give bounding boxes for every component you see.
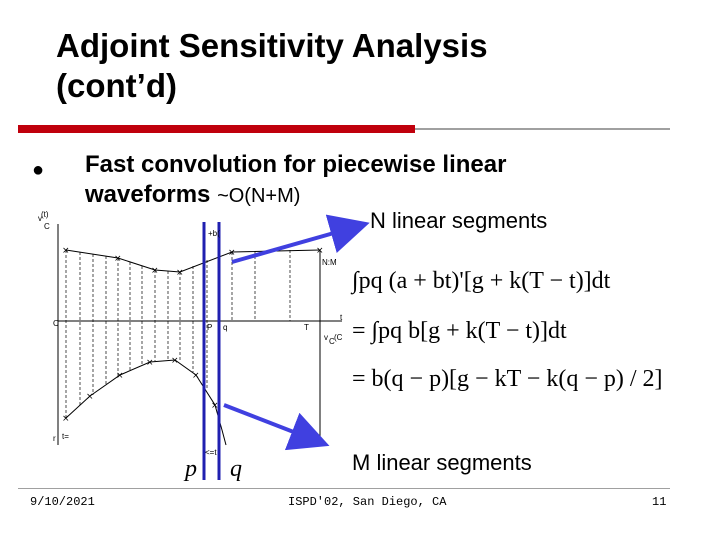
svg-text:×: × (192, 371, 200, 381)
arrow-n-segments (231, 214, 370, 264)
footer-rule (18, 488, 670, 489)
t-axis-label: T (304, 323, 309, 332)
sample-lines (65, 250, 291, 418)
vc-top-label: v(t) (38, 210, 49, 223)
p-label: p (185, 456, 197, 482)
m-segments-label: M linear segments (352, 450, 532, 475)
vc-bottom-label: v (324, 333, 328, 342)
bullet-text: Fast convolution for piecewise linear wa… (85, 150, 645, 211)
lower-left-label-2: t= (62, 432, 69, 441)
vc-bottom-subscript: C (329, 337, 335, 346)
footer-date: 9/10/2021 (30, 495, 95, 509)
arrow-m-segments (223, 403, 330, 451)
bottom-waveform (65, 359, 227, 446)
n-segments-label: N linear segments (370, 208, 548, 233)
footer-page-number: 11 (652, 495, 667, 509)
bottom-marker: <=t (205, 448, 217, 457)
point-markers: × × × × × × × × × × × × × (62, 246, 324, 424)
svg-text:×: × (114, 254, 122, 264)
title-line-2: (cont’d) (56, 67, 177, 104)
svg-text:×: × (146, 358, 154, 368)
svg-text:×: × (211, 401, 219, 411)
equation-line-1: ∫pq (a + bt)'[g + k(T − t)]dt (352, 268, 611, 294)
footer-venue: ISPD'02, San Diego, CA (288, 495, 447, 509)
bullet-marker: ● (32, 159, 45, 181)
slide-title: Adjoint Sensitivity Analysis (cont’d) (56, 26, 676, 106)
svg-text:×: × (228, 248, 236, 258)
p-axis-label: P (207, 323, 212, 332)
complexity-label: ~O(N+M) (217, 185, 301, 207)
q-axis-label: q (223, 323, 227, 332)
top-waveform (65, 249, 321, 273)
b-marker: +b( (208, 229, 220, 238)
vc-bottom-arg: (C (334, 333, 343, 342)
title-line-1: Adjoint Sensitivity Analysis (56, 27, 488, 64)
equation-line-2: = ∫pq b[g + k(T − t)]dt (352, 318, 567, 344)
svg-text:×: × (86, 392, 94, 402)
equation-line-3: = b(q − p)[g − kT − k(q − p) / 2] (352, 366, 663, 392)
svg-text:×: × (171, 356, 179, 366)
origin-label: C (53, 319, 59, 328)
bullet-line-2: waveforms (85, 181, 211, 208)
svg-text:×: × (316, 246, 324, 256)
vc-top-subscript: C (44, 222, 50, 231)
svg-text:×: × (62, 246, 70, 256)
nm-label: N:M (322, 258, 337, 267)
t-label: t (340, 313, 343, 322)
waveform-plot: × × × × × × × × × × × × × v(t) C +b( N:M C P q T… (38, 210, 343, 480)
bullet-line-1: Fast convolution for piecewise linear (85, 151, 507, 178)
title-rule-accent (18, 125, 415, 133)
svg-text:×: × (116, 371, 124, 381)
svg-text:×: × (62, 414, 70, 424)
title-rule-gray (415, 128, 670, 130)
svg-text:×: × (176, 268, 184, 278)
svg-text:×: × (151, 266, 159, 276)
q-label: q (230, 456, 242, 482)
lower-left-label: r (53, 434, 56, 443)
